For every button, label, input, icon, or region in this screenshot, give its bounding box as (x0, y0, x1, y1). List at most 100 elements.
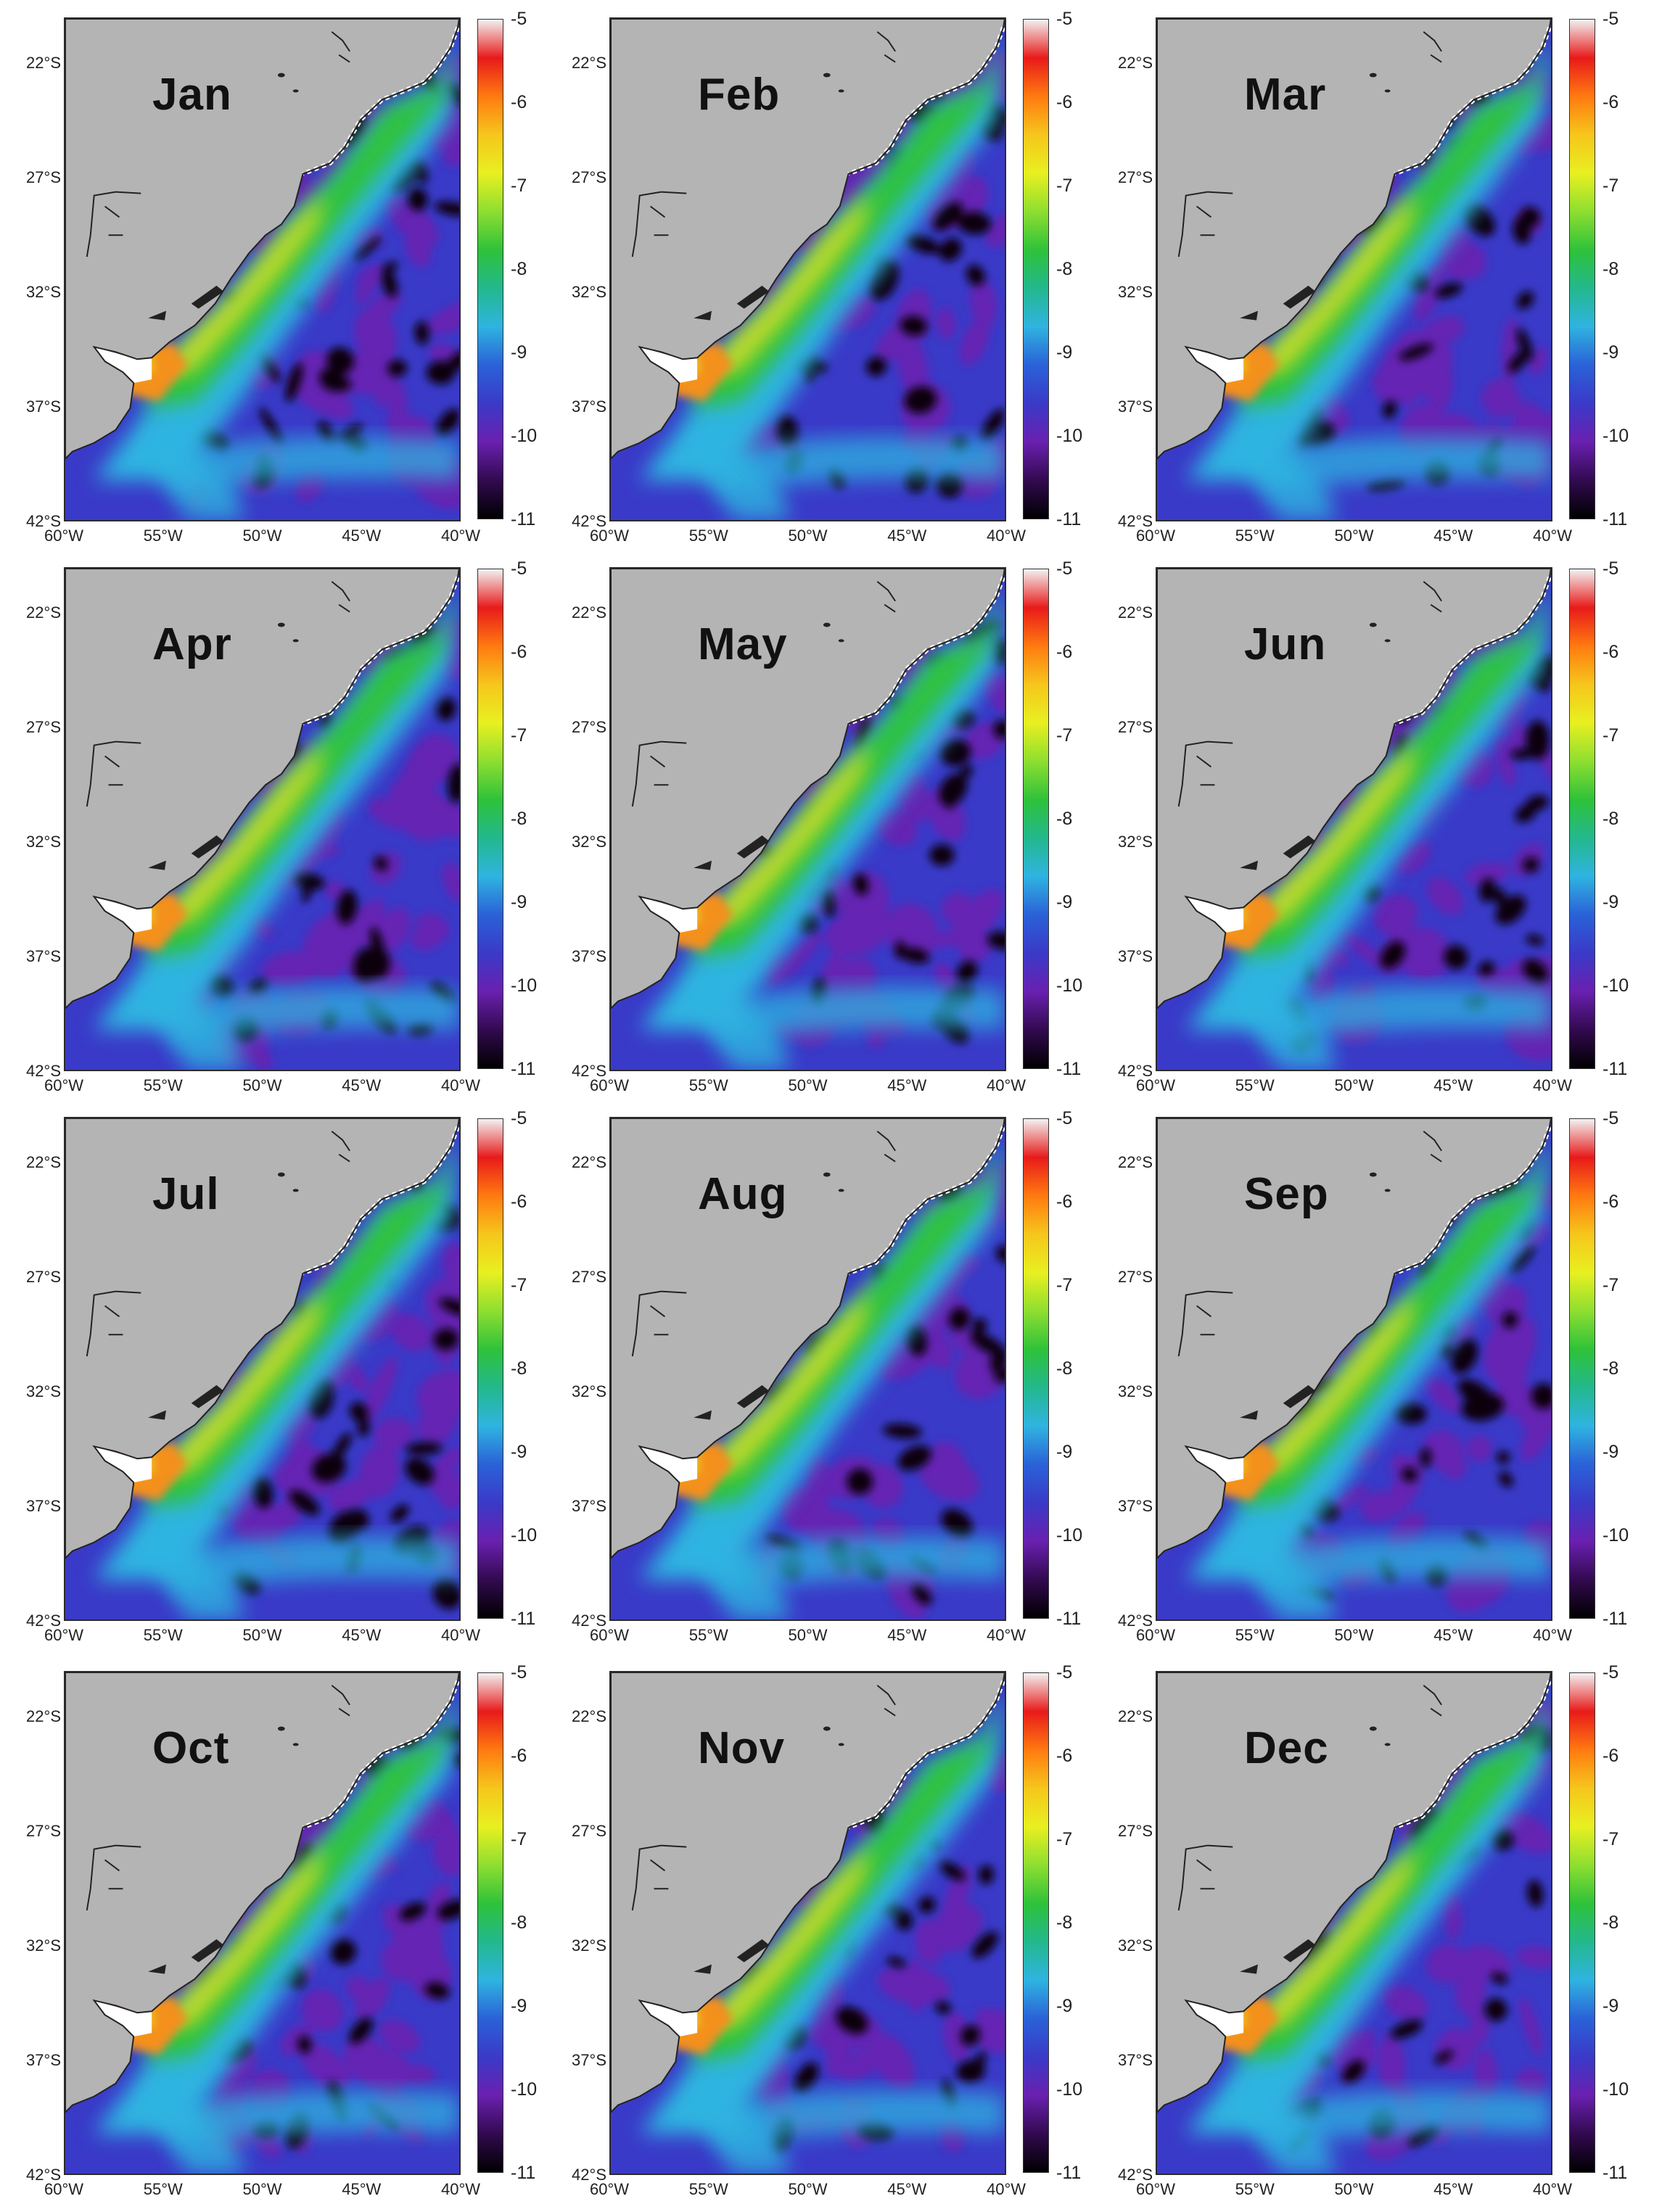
map-panel-dec: Dec 22°S 27°S 32°S 37°S 42°S 60°W 55°W 50°W 45°W 4… (1092, 1654, 1637, 2205)
colorbar-tick-label: -9 (1056, 1442, 1073, 1462)
map-image (609, 17, 1006, 521)
colorbar-tick-label: -5 (511, 9, 527, 29)
lon-tick-label: 55°W (1235, 1076, 1275, 1094)
lon-tick-label: 40°W (440, 1626, 481, 1644)
colorbar (1023, 1672, 1049, 2173)
colorbar-tick-label: -5 (511, 1662, 527, 1683)
lat-tick-label: 37°S (572, 2051, 606, 2070)
map-panel-apr: Apr 22°S 27°S 32°S 37°S 42°S 60°W 55°W 50°W 45°W 4… (0, 550, 546, 1101)
lon-tick-label: 40°W (440, 2180, 481, 2198)
lon-tick-label: 50°W (788, 527, 828, 545)
month-label: Nov (698, 1723, 786, 1773)
lat-tick-label: 37°S (26, 947, 61, 966)
colorbar-tick-label: -11 (511, 509, 536, 529)
colorbar-tick-label: -6 (1056, 1192, 1073, 1212)
lat-tick-label: 22°S (572, 54, 606, 73)
map-image (1156, 17, 1552, 521)
lat-tick-label: 22°S (1118, 1707, 1153, 1726)
lat-tick-label: 22°S (26, 54, 61, 73)
colorbar-tick-label: -5 (1056, 558, 1073, 579)
colorbar-tick-label: -7 (1056, 1829, 1073, 1849)
map-panel-aug: Aug 22°S 27°S 32°S 37°S 42°S 60°W 55°W 50°W 45°W 4… (546, 1099, 1091, 1651)
map-image (64, 1671, 461, 2175)
colorbar-tick-label: -6 (511, 642, 527, 662)
lat-tick-label: 22°S (1118, 1153, 1153, 1172)
colorbar-tick-label: -9 (511, 892, 527, 912)
colorbar-tick-label: -11 (1056, 1059, 1082, 1079)
colorbar-tick-label: -5 (1602, 9, 1619, 29)
lat-tick-label: 42°S (572, 1062, 606, 1080)
lat-tick-label: 37°S (572, 1497, 606, 1516)
lat-tick-label: 22°S (26, 1153, 61, 1172)
lat-tick-label: 22°S (26, 603, 61, 622)
colorbar (477, 569, 503, 1069)
colorbar-tick-label: -11 (1056, 509, 1082, 529)
colorbar-tick-label: -8 (511, 259, 527, 279)
colorbar-tick-label: -10 (1602, 1525, 1629, 1545)
colorbar-tick-label: -5 (1602, 558, 1619, 579)
month-label: Apr (152, 619, 232, 669)
lat-tick-label: 22°S (572, 1707, 606, 1726)
lon-tick-label: 60°W (1135, 1076, 1176, 1094)
lon-tick-label: 60°W (1135, 1626, 1176, 1644)
lat-tick-label: 37°S (1118, 1497, 1153, 1516)
lon-tick-label: 40°W (986, 2180, 1026, 2198)
lon-tick-label: 55°W (143, 1626, 183, 1644)
colorbar-tick-label: -5 (1056, 9, 1073, 29)
lon-tick-label: 60°W (44, 1076, 84, 1094)
colorbar-tick-label: -7 (1602, 1275, 1619, 1295)
lon-tick-label: 50°W (242, 527, 282, 545)
lat-tick-label: 27°S (26, 718, 61, 737)
lat-tick-label: 37°S (572, 947, 606, 966)
colorbar-tick-label: -6 (1602, 1192, 1619, 1212)
lat-tick-label: 32°S (26, 1936, 61, 1955)
lat-tick-label: 32°S (572, 1936, 606, 1955)
lat-tick-label: 42°S (26, 2166, 61, 2184)
colorbar-tick-label: -11 (1602, 2163, 1628, 2183)
month-label: Feb (698, 70, 781, 120)
colorbar-tick-label: -5 (1602, 1108, 1619, 1128)
lon-tick-label: 60°W (589, 527, 630, 545)
colorbar-tick-label: -9 (1056, 892, 1073, 912)
colorbar-tick-label: -7 (511, 176, 527, 196)
lat-tick-label: 27°S (26, 168, 61, 187)
lon-tick-label: 40°W (440, 1076, 481, 1094)
lat-tick-label: 37°S (1118, 397, 1153, 416)
colorbar-tick-label: -9 (1602, 1442, 1619, 1462)
colorbar-tick-label: -9 (511, 342, 527, 363)
colorbar-tick-label: -11 (1056, 1609, 1082, 1629)
colorbar (477, 1118, 503, 1619)
colorbar-tick-label: -7 (1602, 725, 1619, 746)
lat-tick-label: 27°S (572, 1268, 606, 1287)
lon-tick-label: 60°W (589, 2180, 630, 2198)
colorbar-tick-label: -6 (511, 1746, 527, 1766)
lon-tick-label: 40°W (440, 527, 481, 545)
colorbar-tick-label: -10 (1056, 1525, 1083, 1545)
colorbar-tick-label: -8 (511, 1912, 527, 1933)
colorbar (1569, 569, 1595, 1069)
lon-tick-label: 40°W (986, 1626, 1026, 1644)
lat-tick-label: 32°S (572, 283, 606, 302)
map-image (609, 1671, 1006, 2175)
lon-tick-label: 55°W (688, 1076, 728, 1094)
colorbar (1023, 19, 1049, 519)
colorbar (1023, 1118, 1049, 1619)
lon-tick-label: 50°W (788, 2180, 828, 2198)
colorbar-tick-label: -9 (511, 1996, 527, 2016)
map-image (1156, 1671, 1552, 2175)
lat-tick-label: 32°S (1118, 1382, 1153, 1401)
colorbar-tick-label: -9 (511, 1442, 527, 1462)
lon-tick-label: 55°W (143, 1076, 183, 1094)
colorbar-tick-label: -5 (1056, 1108, 1073, 1128)
lon-tick-label: 45°W (1433, 1076, 1473, 1094)
colorbar-tick-label: -11 (511, 1059, 536, 1079)
lon-tick-label: 45°W (887, 527, 927, 545)
month-label: May (698, 619, 788, 669)
lon-tick-label: 60°W (1135, 2180, 1176, 2198)
lat-tick-label: 27°S (572, 1822, 606, 1841)
colorbar-tick-label: -10 (1056, 426, 1083, 446)
lat-tick-label: 22°S (572, 1153, 606, 1172)
lon-tick-label: 55°W (143, 2180, 183, 2198)
lat-tick-label: 27°S (572, 168, 606, 187)
colorbar (477, 1672, 503, 2173)
